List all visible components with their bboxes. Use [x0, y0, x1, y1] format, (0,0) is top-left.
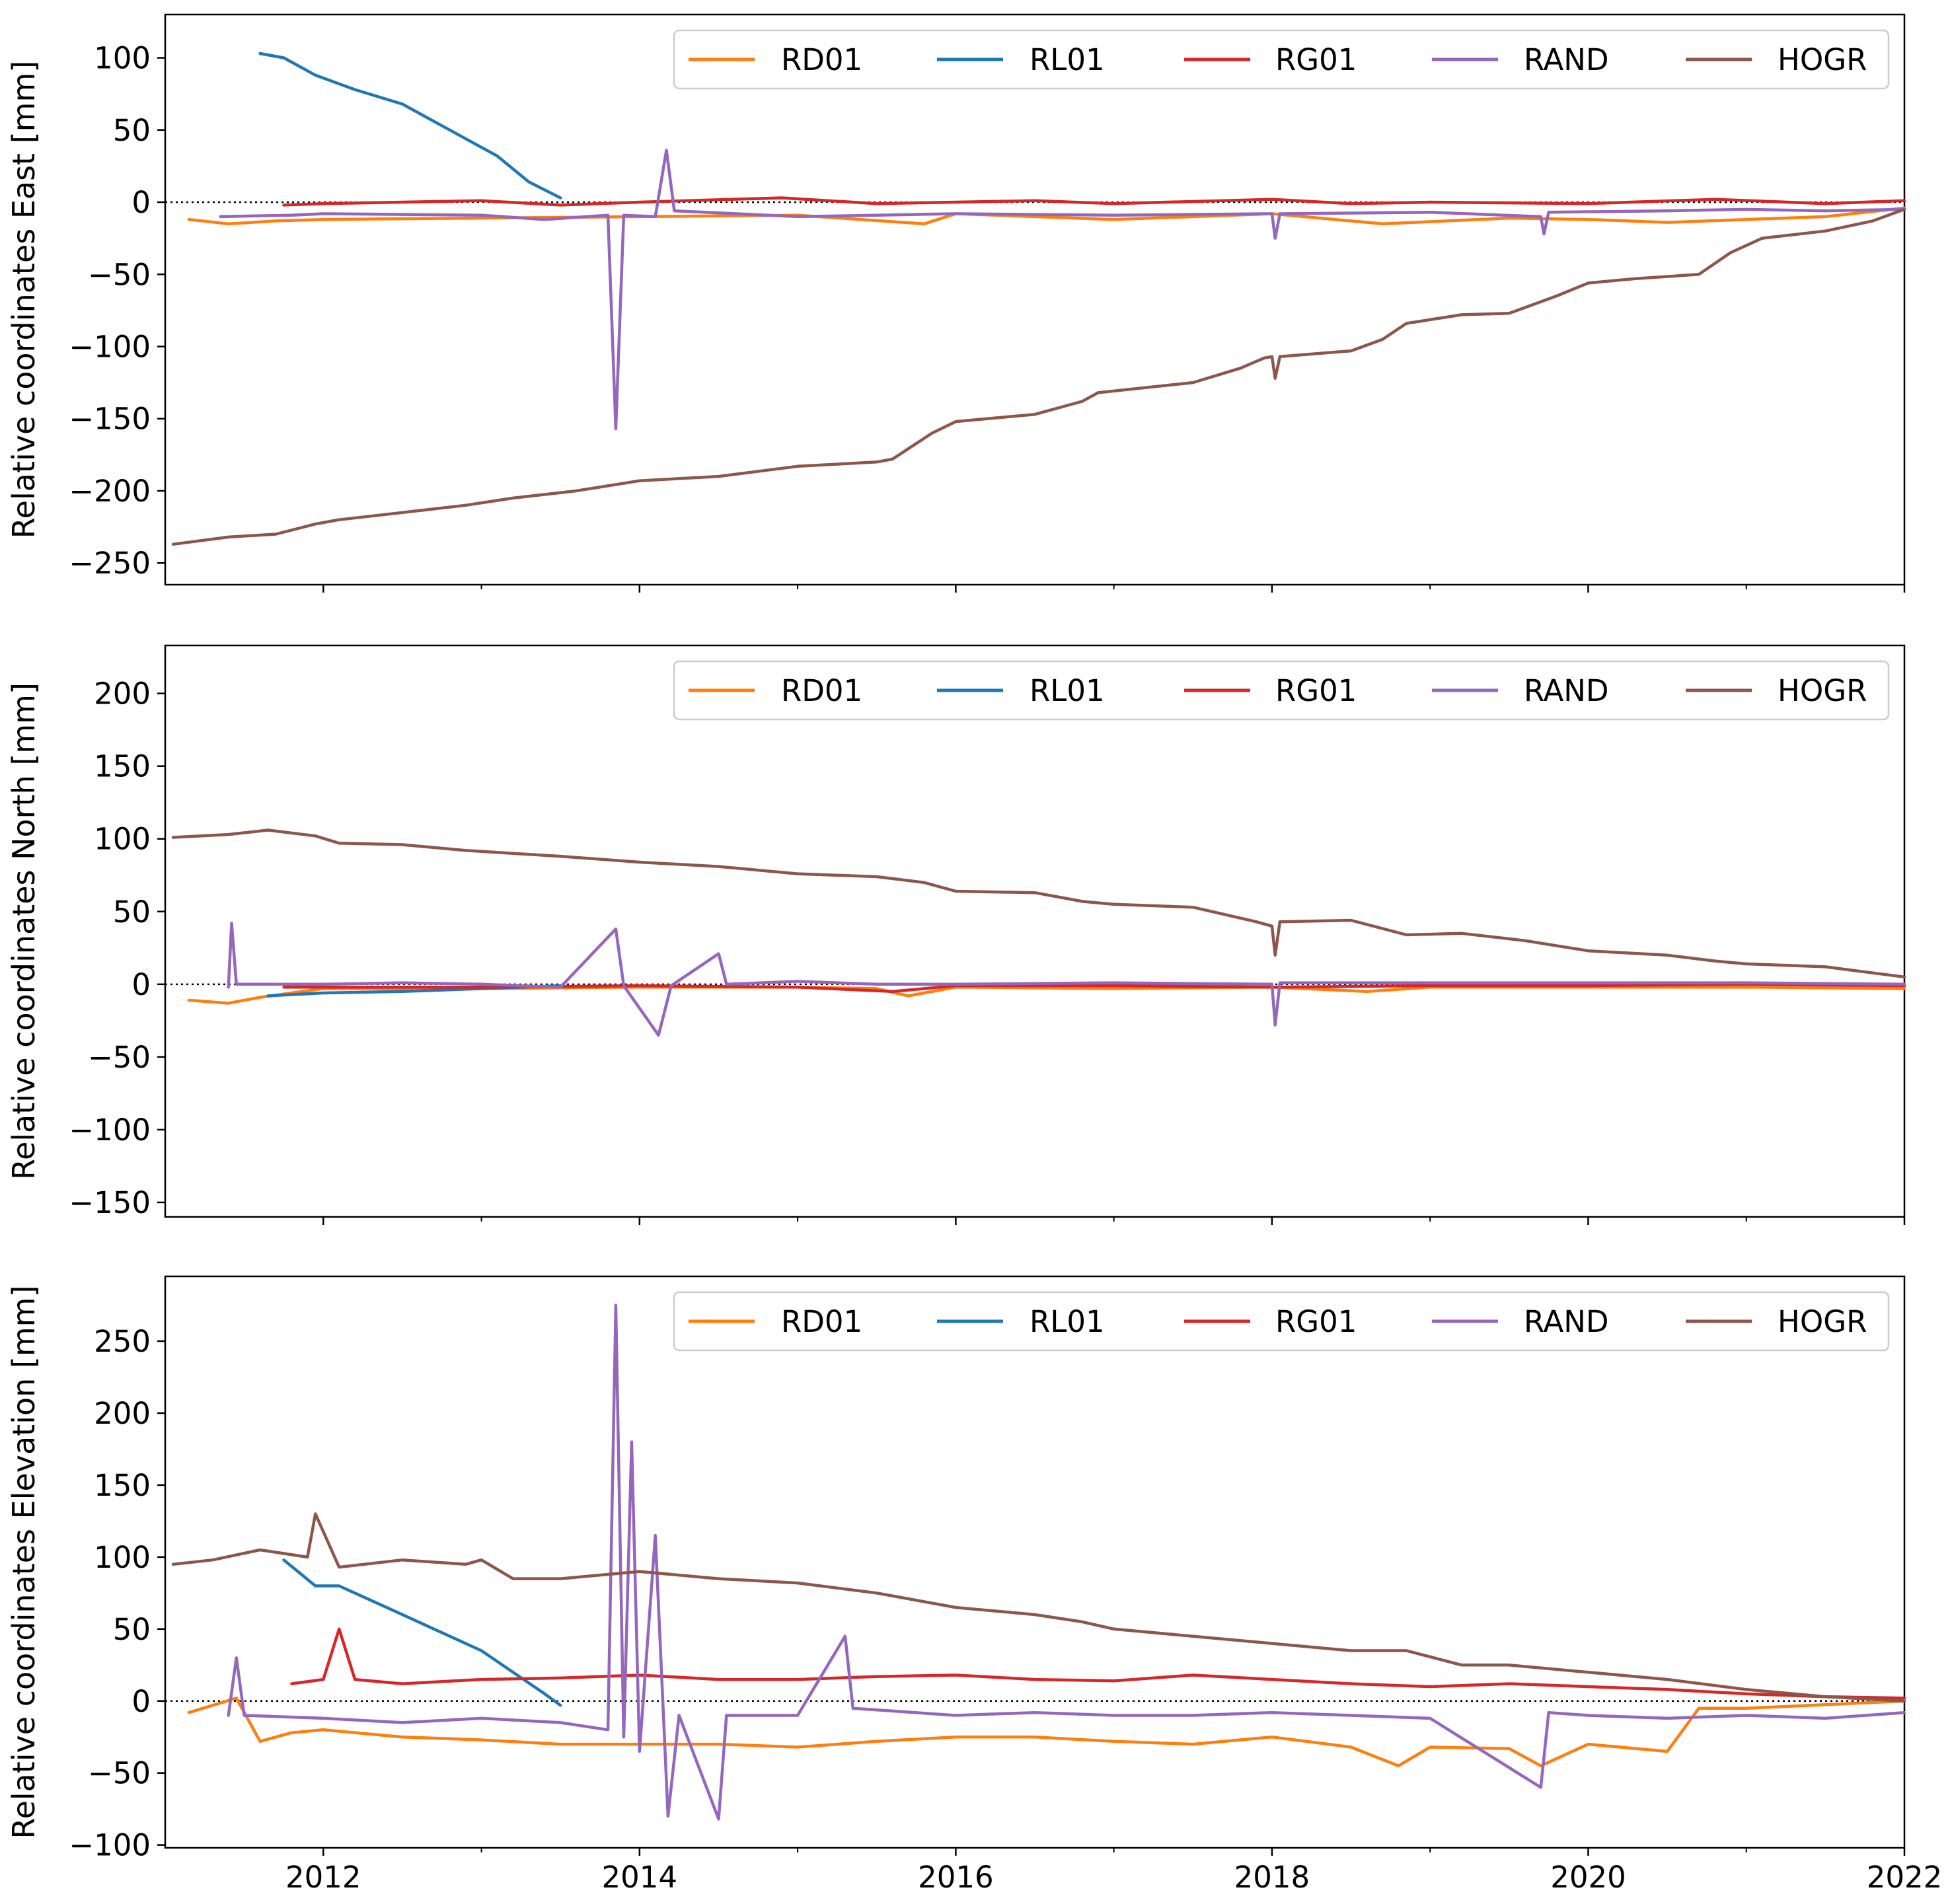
legend-east: RD01 RL01 RG01 RAND HOGR: [673, 29, 1890, 90]
xticks-east: [322, 585, 1906, 593]
xticks-north: [322, 1217, 1906, 1225]
ylabel-east: Relative coordinates East [mm]: [6, 61, 42, 538]
legend-elevation: RD01 RL01 RG01 RAND HOGR: [673, 1291, 1890, 1352]
ytick-label-east: 50: [113, 113, 151, 148]
series-elevation: [165, 1303, 1906, 1821]
legend-label-rl01: RL01: [1030, 1304, 1105, 1339]
ytick-label-north: −150: [69, 1185, 151, 1220]
xticks-elevation: 2012 2014 2016 2018 2020 2022: [285, 1848, 1942, 1895]
ytick-label-elevation: 150: [94, 1468, 151, 1503]
ytick-label-elevation: 0: [131, 1684, 151, 1719]
series-rl01-east: [258, 52, 562, 200]
plot-frame-east: [164, 13, 1906, 586]
legend-label-hogr: HOGR: [1778, 1304, 1867, 1339]
yticks-east: 100 50 0 −50 −100 −150 −200 −250: [69, 41, 165, 581]
ylabel-north: Relative coordinates North [mm]: [6, 682, 42, 1180]
ytick-label-north: 50: [113, 895, 151, 930]
ytick-label-north: −100: [69, 1113, 151, 1148]
legend-box-elevation: [673, 1291, 1890, 1352]
series-rand-east: [219, 149, 1906, 431]
ytick-label-east: −250: [69, 546, 151, 581]
series-rand-elevation: [227, 1303, 1906, 1821]
yticks-north: 200 150 100 50 0 −50 −100 −150: [69, 677, 165, 1220]
ytick-label-elevation: 250: [94, 1324, 151, 1359]
legend-label-rand: RAND: [1524, 673, 1609, 708]
legend-box-east: [673, 29, 1890, 90]
plot-frame-north: [164, 644, 1906, 1218]
legend-label-rd01: RD01: [781, 673, 862, 708]
legend-label-rd01: RD01: [781, 1304, 862, 1339]
xtick-label: 2020: [1550, 1860, 1626, 1895]
ylabel-elevation: Relative coordinates Elevation [mm]: [6, 1286, 42, 1839]
yticks-elevation: 250 200 150 100 50 0 −50 −100: [69, 1324, 165, 1863]
ytick-label-east: −50: [88, 257, 151, 292]
ytick-label-east: 0: [131, 185, 151, 220]
ytick-label-north: 0: [131, 967, 151, 1002]
series-north: [165, 828, 1906, 1037]
ytick-label-elevation: 50: [113, 1612, 151, 1647]
ytick-label-elevation: −50: [88, 1756, 151, 1791]
legend-label-rg01: RG01: [1275, 1304, 1357, 1339]
series-hogr-north: [171, 828, 1906, 979]
legend-label-rd01: RD01: [781, 42, 862, 77]
ytick-label-elevation: −100: [69, 1828, 151, 1863]
legend-north: RD01 RL01 RG01 RAND HOGR: [673, 660, 1890, 721]
legend-label-rand: RAND: [1524, 42, 1609, 77]
xtick-label: 2016: [918, 1860, 994, 1895]
plot-frame-elevation: [164, 1275, 1906, 1849]
legend-box-north: [673, 660, 1890, 721]
panel-elevation: Relative coordinates Elevation [mm] 2502…: [6, 1275, 1942, 1895]
legend-label-rl01: RL01: [1030, 673, 1105, 708]
panel-east: Relative coordinates East [mm] 100 50 0 −50…: [6, 13, 1906, 593]
ytick-label-north: 150: [94, 749, 151, 784]
ytick-label-east: 100: [94, 41, 151, 76]
ytick-label-elevation: 100: [94, 1540, 151, 1575]
ytick-label-north: 100: [94, 822, 151, 857]
xtick-label: 2018: [1234, 1860, 1310, 1895]
legend-label-rg01: RG01: [1275, 42, 1357, 77]
ytick-label-north: 200: [94, 677, 151, 712]
series-rg01-elevation: [290, 1627, 1906, 1700]
ytick-label-east: −200: [69, 474, 151, 509]
series-rg01-east: [282, 196, 1906, 207]
xtick-label: 2014: [602, 1860, 678, 1895]
legend-label-hogr: HOGR: [1778, 673, 1867, 708]
legend-label-hogr: HOGR: [1778, 42, 1867, 77]
series-rd01-east: [187, 206, 1906, 226]
series-east: [165, 52, 1906, 546]
series-rl01-elevation: [282, 1558, 562, 1707]
ytick-label-north: −50: [88, 1040, 151, 1075]
ytick-label-east: −150: [69, 402, 151, 437]
xtick-label: 2022: [1867, 1860, 1943, 1895]
series-hogr-elevation: [171, 1512, 1906, 1703]
series-rd01-elevation: [187, 1697, 1906, 1768]
panel-north: Relative coordinates North [mm] 200 150 10…: [6, 644, 1906, 1225]
xtick-label: 2012: [285, 1860, 361, 1895]
legend-label-rand: RAND: [1524, 1304, 1609, 1339]
series-hogr-east: [171, 207, 1906, 546]
series-rand-north: [227, 922, 1906, 1037]
ytick-label-east: −100: [69, 330, 151, 365]
ytick-label-elevation: 200: [94, 1396, 151, 1431]
legend-label-rl01: RL01: [1030, 42, 1105, 77]
legend-label-rg01: RG01: [1275, 673, 1357, 708]
